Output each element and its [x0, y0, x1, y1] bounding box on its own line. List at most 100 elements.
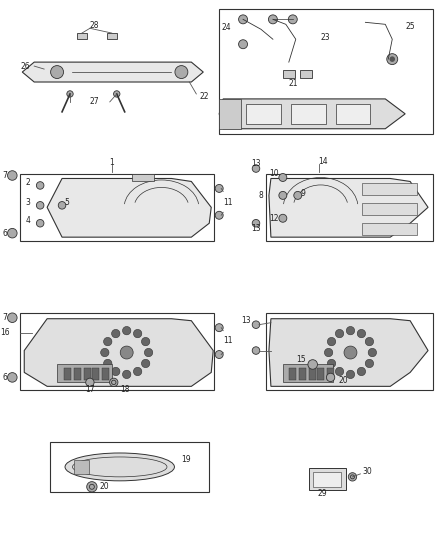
Bar: [132, 174, 154, 181]
Text: 20: 20: [339, 376, 348, 385]
Text: 13: 13: [251, 224, 261, 233]
Circle shape: [175, 66, 188, 78]
Bar: [84, 368, 91, 381]
Circle shape: [112, 380, 116, 384]
Circle shape: [120, 346, 133, 359]
Text: 3: 3: [25, 198, 30, 207]
Circle shape: [103, 359, 112, 368]
Text: 22: 22: [199, 92, 209, 101]
Circle shape: [123, 370, 131, 378]
Circle shape: [215, 184, 223, 192]
Circle shape: [288, 15, 297, 24]
Text: 15: 15: [296, 355, 306, 364]
Polygon shape: [219, 99, 405, 129]
Circle shape: [368, 349, 377, 357]
Circle shape: [7, 313, 17, 322]
Bar: [362, 223, 417, 235]
Circle shape: [326, 373, 335, 382]
Circle shape: [344, 346, 357, 359]
Circle shape: [134, 367, 142, 376]
Circle shape: [346, 370, 355, 378]
Circle shape: [58, 201, 66, 209]
Circle shape: [215, 351, 223, 359]
Text: 2: 2: [25, 178, 30, 187]
Text: 28: 28: [90, 21, 99, 30]
Circle shape: [101, 349, 109, 357]
Bar: [362, 204, 417, 215]
Circle shape: [327, 359, 336, 368]
Circle shape: [365, 337, 374, 346]
Text: 17: 17: [85, 385, 95, 394]
Bar: [309, 368, 316, 381]
Text: 23: 23: [321, 33, 330, 42]
Polygon shape: [269, 319, 428, 386]
Polygon shape: [24, 319, 213, 386]
Text: 30: 30: [362, 467, 372, 477]
Circle shape: [215, 324, 223, 332]
Circle shape: [7, 373, 17, 382]
Circle shape: [252, 347, 260, 354]
Ellipse shape: [65, 453, 174, 481]
Bar: [291, 104, 325, 124]
Circle shape: [279, 191, 287, 199]
Circle shape: [141, 359, 150, 368]
Circle shape: [89, 484, 94, 489]
Bar: [77, 33, 87, 39]
Circle shape: [7, 171, 17, 180]
Text: 11: 11: [223, 198, 233, 207]
Text: 21: 21: [289, 79, 298, 88]
Bar: [50, 442, 209, 492]
Text: 13: 13: [241, 316, 251, 325]
Circle shape: [113, 91, 120, 97]
Bar: [74, 368, 81, 381]
Bar: [64, 368, 71, 381]
Circle shape: [336, 329, 344, 338]
Text: 5: 5: [64, 198, 69, 207]
Text: 6: 6: [3, 229, 7, 238]
Circle shape: [36, 182, 44, 189]
Polygon shape: [47, 179, 211, 237]
Circle shape: [215, 211, 223, 219]
Circle shape: [134, 329, 142, 338]
Circle shape: [67, 91, 73, 97]
Circle shape: [252, 165, 260, 172]
Circle shape: [87, 482, 97, 492]
Text: 27: 27: [90, 98, 99, 107]
Bar: [20, 313, 214, 390]
Polygon shape: [219, 99, 241, 129]
Circle shape: [357, 367, 366, 376]
Text: 24: 24: [222, 23, 231, 32]
Circle shape: [357, 329, 366, 338]
Circle shape: [279, 214, 287, 222]
Text: 20: 20: [100, 482, 110, 491]
Circle shape: [239, 15, 247, 24]
Circle shape: [252, 220, 260, 227]
Bar: [266, 174, 433, 241]
Bar: [102, 368, 109, 381]
Bar: [74, 460, 89, 474]
Text: 18: 18: [120, 385, 129, 394]
Circle shape: [389, 56, 395, 62]
Bar: [283, 365, 332, 382]
Bar: [362, 183, 417, 196]
Circle shape: [123, 327, 131, 335]
Text: 7: 7: [3, 313, 7, 322]
Circle shape: [336, 367, 344, 376]
Circle shape: [365, 359, 374, 368]
Text: 1: 1: [110, 158, 114, 167]
Bar: [313, 472, 340, 487]
Circle shape: [103, 337, 112, 346]
Bar: [107, 33, 117, 39]
Circle shape: [279, 174, 287, 181]
Text: 13: 13: [251, 159, 261, 168]
Circle shape: [110, 378, 118, 386]
Bar: [309, 468, 346, 490]
Text: 14: 14: [319, 157, 328, 166]
Text: 26: 26: [20, 62, 30, 70]
Text: 7: 7: [3, 171, 7, 180]
Text: 11: 11: [223, 336, 233, 345]
Bar: [283, 70, 295, 78]
Text: 9: 9: [301, 189, 306, 198]
Bar: [219, 10, 433, 134]
Circle shape: [112, 329, 120, 338]
